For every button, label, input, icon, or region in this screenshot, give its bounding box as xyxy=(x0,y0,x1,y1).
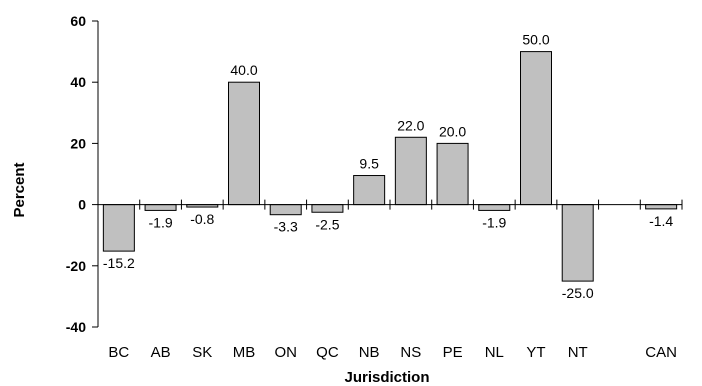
data-labels-group: -15.2 -1.9 -0.8 40.0 -3.3 -2.5 9.5 22.0 20.0 -1.9… xyxy=(103,32,674,302)
x-tick-label: MB xyxy=(233,344,256,361)
y-axis-title: Percent xyxy=(11,162,28,217)
bar xyxy=(144,204,177,211)
y-tick-label: -20 xyxy=(66,258,86,274)
y-ticks-group: -40 -20 0 20 40 60 xyxy=(66,13,98,335)
data-label: 40.0 xyxy=(230,62,257,78)
bar xyxy=(478,204,511,211)
bar xyxy=(520,51,552,206)
x-ticks-group: BC AB SK MB ON QC NB NS PE NL YT NT CAN xyxy=(97,199,683,361)
data-label: -1.4 xyxy=(649,213,673,229)
x-tick-label: NS xyxy=(400,344,421,361)
data-label: -1.9 xyxy=(482,214,506,230)
data-label: -2.5 xyxy=(315,216,339,232)
data-label: -1.9 xyxy=(149,214,173,230)
x-tick-label: NT xyxy=(568,344,588,361)
y-tick-label: 40 xyxy=(70,74,86,90)
y-tick-label: 0 xyxy=(78,197,86,213)
x-tick-label: AB xyxy=(151,344,171,361)
data-label: 9.5 xyxy=(359,156,379,172)
data-label: -3.3 xyxy=(274,219,298,235)
bar xyxy=(645,204,678,210)
x-tick-label: ON xyxy=(274,344,297,361)
bar xyxy=(269,204,302,216)
x-tick-label: NL xyxy=(485,344,504,361)
x-axis-title: Jurisdiction xyxy=(344,369,429,386)
y-tick-label: -40 xyxy=(66,319,86,335)
data-label: 50.0 xyxy=(522,32,549,48)
x-tick-label: BC xyxy=(108,344,129,361)
bar xyxy=(436,142,469,206)
bar xyxy=(353,175,386,206)
bar xyxy=(561,204,594,282)
bar xyxy=(311,204,344,213)
data-label: 20.0 xyxy=(439,123,466,139)
x-tick-label: NB xyxy=(359,344,380,361)
y-tick-label: 20 xyxy=(70,135,86,151)
y-tick-label: 60 xyxy=(70,13,86,29)
x-tick-label: SK xyxy=(192,344,212,361)
data-label: -0.8 xyxy=(190,211,214,227)
x-tick-label: PE xyxy=(443,344,463,361)
bar xyxy=(228,81,260,206)
x-tick-label: CAN xyxy=(645,344,677,361)
bar xyxy=(394,136,427,206)
bar xyxy=(102,204,135,252)
data-label: 22.0 xyxy=(397,117,424,133)
x-tick-label: YT xyxy=(526,344,545,361)
x-tick-label: QC xyxy=(316,344,339,361)
data-label: -25.0 xyxy=(562,285,594,301)
data-label: -15.2 xyxy=(103,255,135,271)
bars-group xyxy=(102,51,678,282)
